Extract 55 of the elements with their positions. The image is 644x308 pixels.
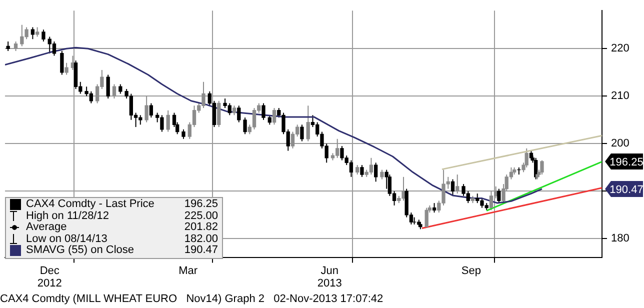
candlestick <box>374 162 378 182</box>
candlestick <box>262 102 266 120</box>
candlestick <box>182 128 186 140</box>
candlestick <box>349 160 354 178</box>
text: 196.25 <box>610 156 644 169</box>
candlestick <box>272 108 276 126</box>
candlestick <box>540 160 544 176</box>
candlestick <box>14 40 18 52</box>
candlestick <box>144 96 148 123</box>
candlestick <box>524 148 528 168</box>
candlestick <box>149 102 154 118</box>
candlestick <box>232 105 236 116</box>
candlestick <box>237 105 241 123</box>
candlestick <box>6 40 10 52</box>
text: High on 11/28/12 225.00 <box>26 210 218 222</box>
candlestick <box>252 108 256 130</box>
candlestick <box>300 124 304 142</box>
candlestick <box>356 164 360 176</box>
candlestick <box>369 157 374 176</box>
y-tick-label: 180 <box>611 232 630 245</box>
text: CAX4 Comdty (MILL WHEAT EURO Nov14) Graph 2 02-Nov-2013 17:07:42 <box>0 293 384 305</box>
candlestick <box>306 105 310 142</box>
text: Average 201.82 <box>26 221 218 234</box>
candlestick <box>64 62 68 76</box>
candlestick <box>106 74 110 100</box>
x-tick-label: Mar <box>178 265 198 278</box>
candlestick <box>166 110 170 132</box>
annotation: 196.25 <box>184 198 218 210</box>
y-tick-label: 210 <box>611 90 630 102</box>
candlestick <box>497 188 501 204</box>
candlestick <box>380 169 384 180</box>
text: 190.47 <box>610 184 644 196</box>
candlestick <box>217 100 221 128</box>
candlestick <box>268 114 272 126</box>
candlestick <box>112 84 116 100</box>
candlestick <box>424 207 428 228</box>
candlestick <box>450 178 455 196</box>
annotation: 190.47 <box>184 244 218 256</box>
x-tick-label: Jun 2013 <box>317 265 342 290</box>
y-tick-label: 220 <box>611 42 630 55</box>
x-tick-label: Dec 2012 <box>37 265 62 290</box>
candlestick <box>42 29 46 42</box>
text: Low on 08/14/13 182.00 <box>26 232 218 245</box>
candlestick <box>489 190 494 211</box>
candlestick <box>60 50 64 76</box>
candlestick <box>52 40 56 56</box>
x-tick-label: Sep <box>461 265 482 278</box>
y-tick-label: 200 <box>611 138 630 150</box>
candlestick <box>243 117 247 135</box>
candlestick <box>35 26 40 38</box>
legend-label: SMAVG (55) on Close <box>26 244 136 256</box>
candlestick <box>432 202 436 214</box>
candlestick <box>456 174 460 194</box>
legend-label: CAX4 Comdty - Last Price <box>26 198 156 210</box>
candlestick <box>360 164 364 178</box>
